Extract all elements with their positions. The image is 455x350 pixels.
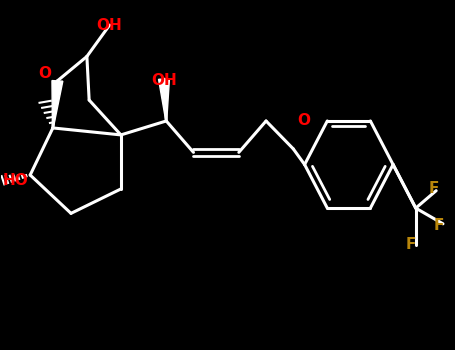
Text: HO: HO <box>3 173 29 188</box>
Text: F: F <box>433 218 444 233</box>
Text: OH: OH <box>96 18 122 33</box>
Text: O: O <box>297 113 310 128</box>
Polygon shape <box>158 79 169 121</box>
Text: OH: OH <box>151 74 177 88</box>
Polygon shape <box>52 80 63 128</box>
Text: F: F <box>429 181 439 196</box>
Text: O: O <box>39 66 52 82</box>
Text: F: F <box>406 237 416 252</box>
